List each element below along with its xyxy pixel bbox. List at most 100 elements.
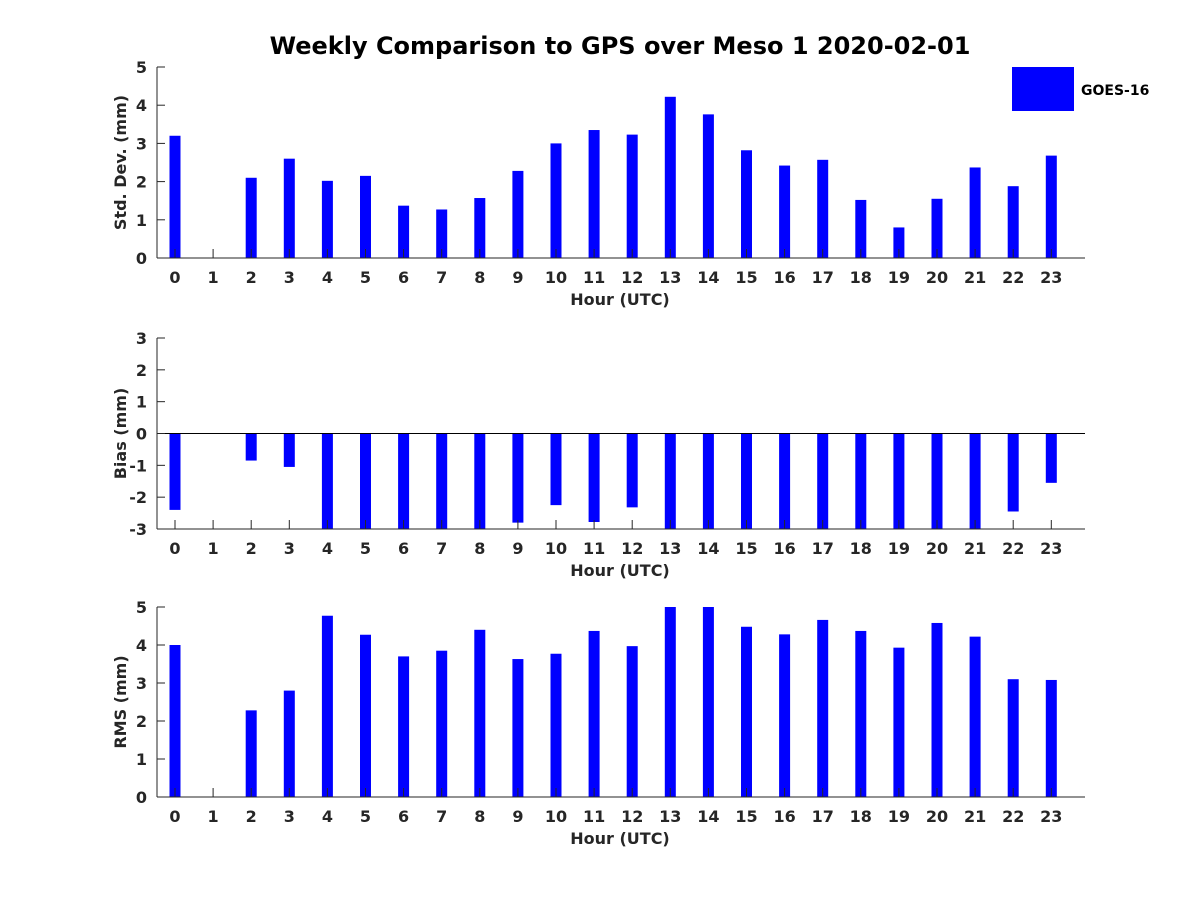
bar-std_dev-0 <box>169 135 181 258</box>
x-tick-label: 14 <box>697 539 719 558</box>
x-tick-label: 7 <box>436 539 447 558</box>
x-tick-label: 13 <box>659 539 681 558</box>
bar-rms-10 <box>550 653 562 797</box>
bar-bias-2 <box>245 433 257 461</box>
bar-bias-5 <box>360 433 371 529</box>
y-axis-label: Std. Dev. (mm) <box>111 95 130 230</box>
x-tick-label: 12 <box>621 268 643 287</box>
bar-std_dev-15 <box>741 150 752 258</box>
bar-rms-18 <box>855 630 867 797</box>
bar-rms-11 <box>588 630 600 797</box>
bar-bias-22 <box>1007 433 1019 512</box>
x-tick-label: 2 <box>246 539 257 558</box>
x-tick-label: 2 <box>246 268 257 287</box>
bar-std_dev-6 <box>398 205 410 258</box>
bar-std_dev-20 <box>931 198 943 258</box>
x-tick-label: 15 <box>735 268 757 287</box>
bar-rms-22 <box>1007 679 1019 797</box>
bar-bias-13 <box>664 433 676 529</box>
bar-bias-16 <box>779 433 791 529</box>
bar-rms-0 <box>169 645 181 797</box>
x-tick-label: 18 <box>850 539 872 558</box>
bar-bias-6 <box>398 433 410 529</box>
x-axis-label: Hour (UTC) <box>570 561 670 580</box>
y-tick-label: 0 <box>136 425 147 444</box>
bar-std_dev-8 <box>474 198 486 258</box>
bar-std_dev-22 <box>1007 186 1019 258</box>
bar-rms-9 <box>512 659 524 797</box>
bar-std_dev-18 <box>855 199 867 258</box>
x-tick-label: 19 <box>888 268 910 287</box>
x-tick-label: 6 <box>398 539 409 558</box>
x-tick-label: 8 <box>474 268 485 287</box>
x-tick-label: 17 <box>812 539 834 558</box>
x-tick-label: 3 <box>284 539 295 558</box>
bar-bias-21 <box>969 433 981 529</box>
x-tick-label: 5 <box>360 539 371 558</box>
bar-std_dev-12 <box>626 134 638 258</box>
x-tick-label: 9 <box>512 268 523 287</box>
x-tick-label: 17 <box>812 807 834 826</box>
x-tick-label: 16 <box>773 539 795 558</box>
legend-label: GOES-16 <box>1081 83 1149 99</box>
bar-rms-8 <box>474 629 486 797</box>
x-tick-label: 19 <box>888 807 910 826</box>
bar-bias-7 <box>436 433 448 529</box>
y-axis-label: Bias (mm) <box>111 388 130 480</box>
y-tick-label: 1 <box>136 393 147 412</box>
y-tick-label: 4 <box>136 96 147 115</box>
x-tick-label: 15 <box>735 539 757 558</box>
x-tick-label: 20 <box>926 807 948 826</box>
x-tick-label: 21 <box>964 807 986 826</box>
x-tick-label: 16 <box>773 807 795 826</box>
x-tick-label: 0 <box>169 539 180 558</box>
bar-bias-4 <box>321 433 333 529</box>
bar-std_dev-21 <box>969 167 981 258</box>
x-axis-label: Hour (UTC) <box>570 829 670 848</box>
y-tick-label: -1 <box>129 456 147 475</box>
bar-bias-14 <box>702 433 714 529</box>
x-tick-label: 10 <box>545 807 567 826</box>
x-tick-label: 15 <box>735 807 757 826</box>
bar-bias-12 <box>626 433 638 508</box>
bar-std_dev-5 <box>360 175 371 258</box>
bar-bias-23 <box>1045 433 1057 483</box>
bar-bias-11 <box>588 433 600 522</box>
x-tick-label: 3 <box>284 807 295 826</box>
x-tick-label: 5 <box>360 268 371 287</box>
x-tick-label: 22 <box>1002 268 1024 287</box>
x-tick-label: 16 <box>773 268 795 287</box>
bar-std_dev-11 <box>588 130 600 258</box>
y-tick-label: 3 <box>136 674 147 693</box>
x-tick-label: 2 <box>246 807 257 826</box>
y-tick-label: 1 <box>136 750 147 769</box>
bar-rms-14 <box>702 607 714 797</box>
x-tick-label: 1 <box>208 539 219 558</box>
x-tick-label: 8 <box>474 807 485 826</box>
y-tick-label: 5 <box>136 58 147 77</box>
bar-rms-23 <box>1045 679 1057 797</box>
bar-std_dev-23 <box>1045 155 1057 258</box>
bar-std_dev-2 <box>245 177 257 258</box>
x-tick-label: 6 <box>398 268 409 287</box>
x-tick-label: 13 <box>659 807 681 826</box>
y-tick-label: -2 <box>129 488 147 507</box>
y-tick-label: 2 <box>136 712 147 731</box>
bar-bias-0 <box>169 433 181 510</box>
x-tick-label: 23 <box>1040 268 1062 287</box>
y-tick-label: 4 <box>136 636 147 655</box>
bar-rms-3 <box>283 690 295 797</box>
bar-rms-12 <box>626 646 638 797</box>
y-tick-label: 1 <box>136 211 147 230</box>
bar-bias-19 <box>893 433 905 529</box>
bar-bias-10 <box>550 433 562 506</box>
y-axis-label: RMS (mm) <box>111 655 130 748</box>
x-tick-label: 9 <box>512 539 523 558</box>
x-tick-label: 11 <box>583 539 605 558</box>
x-tick-label: 19 <box>888 539 910 558</box>
x-tick-label: 10 <box>545 539 567 558</box>
x-tick-label: 20 <box>926 268 948 287</box>
y-tick-label: 2 <box>136 361 147 380</box>
